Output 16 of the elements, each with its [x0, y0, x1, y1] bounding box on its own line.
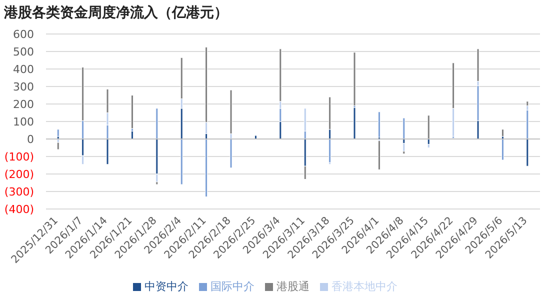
chart-title: 港股各类资金周度净流入（亿港元） [4, 4, 228, 22]
legend-label: 港股通 [276, 280, 310, 293]
y-tick-label: 100 [13, 116, 34, 128]
y-tick-label: (300) [4, 186, 34, 198]
legend-label: 香港本地中介 [332, 280, 398, 293]
y-tick-label: 400 [13, 63, 34, 76]
y-tick-label: 0 [27, 133, 34, 146]
y-tick-label: 600 [13, 28, 34, 41]
y-tick-label: 500 [13, 46, 34, 58]
y-tick-label: (100) [4, 150, 34, 164]
legend-label: 中资中介 [144, 280, 188, 293]
y-tick-label: 200 [13, 98, 34, 111]
y-tick-label: 300 [13, 80, 34, 94]
y-tick-label: (400) [4, 203, 34, 216]
y-tick-label: (200) [4, 168, 34, 181]
legend-label: 国际中介 [210, 280, 254, 293]
